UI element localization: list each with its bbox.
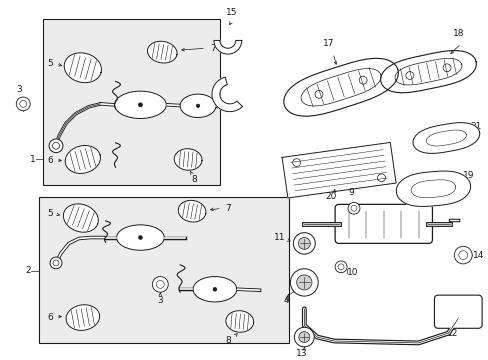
- Polygon shape: [282, 143, 395, 198]
- Ellipse shape: [116, 225, 164, 250]
- Text: 4: 4: [283, 296, 289, 305]
- Text: 5: 5: [47, 209, 53, 218]
- Polygon shape: [283, 58, 398, 116]
- Circle shape: [293, 233, 315, 254]
- Text: 5: 5: [47, 59, 53, 68]
- FancyBboxPatch shape: [334, 204, 431, 243]
- Ellipse shape: [180, 94, 216, 117]
- Polygon shape: [63, 204, 98, 232]
- Polygon shape: [66, 305, 100, 330]
- Text: 19: 19: [462, 171, 474, 180]
- Polygon shape: [412, 123, 479, 153]
- Circle shape: [290, 269, 318, 296]
- Circle shape: [347, 202, 359, 214]
- Circle shape: [138, 103, 142, 107]
- Polygon shape: [178, 201, 205, 222]
- Polygon shape: [395, 171, 469, 206]
- Circle shape: [152, 276, 168, 292]
- Text: 7: 7: [209, 44, 215, 53]
- Text: 2: 2: [25, 266, 31, 275]
- Text: 8: 8: [224, 336, 230, 345]
- Text: 6: 6: [47, 156, 53, 165]
- Circle shape: [196, 104, 200, 108]
- Text: 4: 4: [284, 294, 290, 303]
- Text: 7: 7: [224, 204, 230, 213]
- FancyBboxPatch shape: [433, 295, 481, 328]
- Text: 16: 16: [196, 102, 207, 111]
- Text: 9: 9: [347, 188, 353, 197]
- Circle shape: [453, 246, 471, 264]
- Text: 11: 11: [273, 233, 285, 242]
- Circle shape: [16, 97, 30, 111]
- Text: 18: 18: [451, 30, 463, 39]
- Circle shape: [49, 139, 63, 153]
- Polygon shape: [147, 41, 177, 63]
- Polygon shape: [174, 149, 202, 170]
- Text: 3: 3: [17, 85, 22, 94]
- Text: 12: 12: [446, 329, 457, 338]
- Ellipse shape: [193, 276, 236, 302]
- Circle shape: [298, 332, 309, 342]
- Circle shape: [294, 327, 314, 347]
- Text: 1: 1: [30, 155, 36, 164]
- Circle shape: [334, 261, 346, 273]
- Text: 15: 15: [225, 8, 237, 17]
- Circle shape: [138, 236, 142, 239]
- Circle shape: [296, 275, 311, 290]
- Ellipse shape: [114, 91, 166, 118]
- Circle shape: [50, 257, 62, 269]
- Text: 6: 6: [47, 313, 53, 322]
- Text: 3: 3: [157, 296, 163, 305]
- Text: 13: 13: [295, 349, 306, 358]
- Text: 20: 20: [325, 192, 336, 201]
- Text: 21: 21: [469, 122, 481, 131]
- Polygon shape: [225, 311, 253, 332]
- Circle shape: [298, 238, 310, 249]
- Circle shape: [213, 287, 217, 291]
- Polygon shape: [211, 77, 242, 112]
- Polygon shape: [214, 40, 241, 54]
- Polygon shape: [380, 50, 475, 93]
- Polygon shape: [65, 145, 100, 174]
- Text: 10: 10: [346, 268, 358, 277]
- Text: 8: 8: [191, 175, 197, 184]
- Text: 14: 14: [472, 251, 484, 260]
- Text: 17: 17: [323, 39, 334, 48]
- Bar: [39, 197, 289, 343]
- Polygon shape: [64, 53, 101, 83]
- Bar: [43, 19, 220, 185]
